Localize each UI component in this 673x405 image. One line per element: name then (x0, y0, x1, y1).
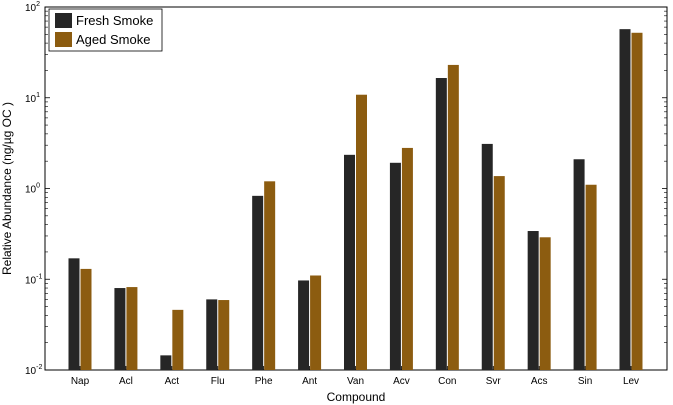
y-tick-label: 100 (25, 183, 40, 196)
bar-aged-lev (631, 32, 643, 370)
bar-aged-acs (539, 237, 551, 370)
x-tick-label: Flu (211, 376, 225, 387)
x-tick-label: Van (347, 376, 364, 387)
y-tick-label: 10-2 (25, 364, 42, 377)
x-tick-label: Svr (486, 376, 502, 387)
bar-fresh-phe (252, 195, 264, 370)
bar-aged-con (447, 64, 459, 370)
bar-aged-svr (493, 176, 505, 370)
bar-fresh-acl (114, 288, 126, 370)
y-tick-label: 101 (25, 92, 40, 105)
bar-fresh-ant (298, 280, 310, 370)
bar-aged-acl (126, 287, 138, 370)
y-axis-title: Relative Abundance (ng/µg OC ) (0, 102, 14, 275)
bar-aged-sin (585, 184, 597, 370)
bar-aged-phe (264, 181, 276, 370)
bar-fresh-svr (481, 143, 493, 370)
x-tick-label: Phe (255, 376, 273, 387)
x-tick-label: Act (165, 376, 180, 387)
x-tick-label: Acl (119, 376, 133, 387)
bar-aged-van (356, 94, 367, 370)
bar-fresh-acs (527, 231, 539, 370)
x-axis: Nap Acl Act Flu Phe Ant Van Acv Con Svr Acs Sin Lev (71, 366, 639, 387)
y-tick-label: 10-1 (25, 273, 42, 286)
bar-fresh-act (160, 355, 172, 370)
bar-fresh-flu (206, 299, 218, 370)
bar-fresh-acv (389, 162, 401, 370)
legend-swatch-aged (55, 32, 72, 47)
x-tick-label: Nap (71, 376, 90, 387)
x-tick-label: Ant (302, 376, 317, 387)
legend-label-aged: Aged Smoke (76, 32, 150, 47)
bar-aged-flu (218, 300, 230, 370)
bar-aged-acv (401, 147, 413, 370)
bar-aged-ant (310, 275, 322, 370)
bars-group (68, 29, 643, 370)
y-tick-label: 102 (25, 1, 40, 14)
legend-label-fresh: Fresh Smoke (76, 13, 153, 28)
bar-fresh-van (344, 154, 355, 370)
bar-aged-act (172, 309, 184, 370)
bar-aged-nap (80, 268, 92, 370)
x-tick-label: Sin (578, 376, 592, 387)
x-tick-label: Lev (623, 376, 639, 387)
bar-fresh-sin (573, 159, 585, 370)
bar-fresh-con (435, 78, 447, 370)
x-axis-title: Compound (327, 390, 386, 404)
legend: Fresh Smoke Aged Smoke (48, 8, 163, 52)
x-tick-label: Con (438, 376, 456, 387)
y-axis: 10-2 10-1 100 101 102 (25, 1, 667, 377)
legend-swatch-fresh (55, 13, 72, 28)
x-tick-label: Acs (531, 376, 548, 387)
bar-fresh-lev (619, 29, 631, 370)
bar-fresh-nap (68, 258, 80, 370)
x-tick-label: Acv (393, 376, 410, 387)
